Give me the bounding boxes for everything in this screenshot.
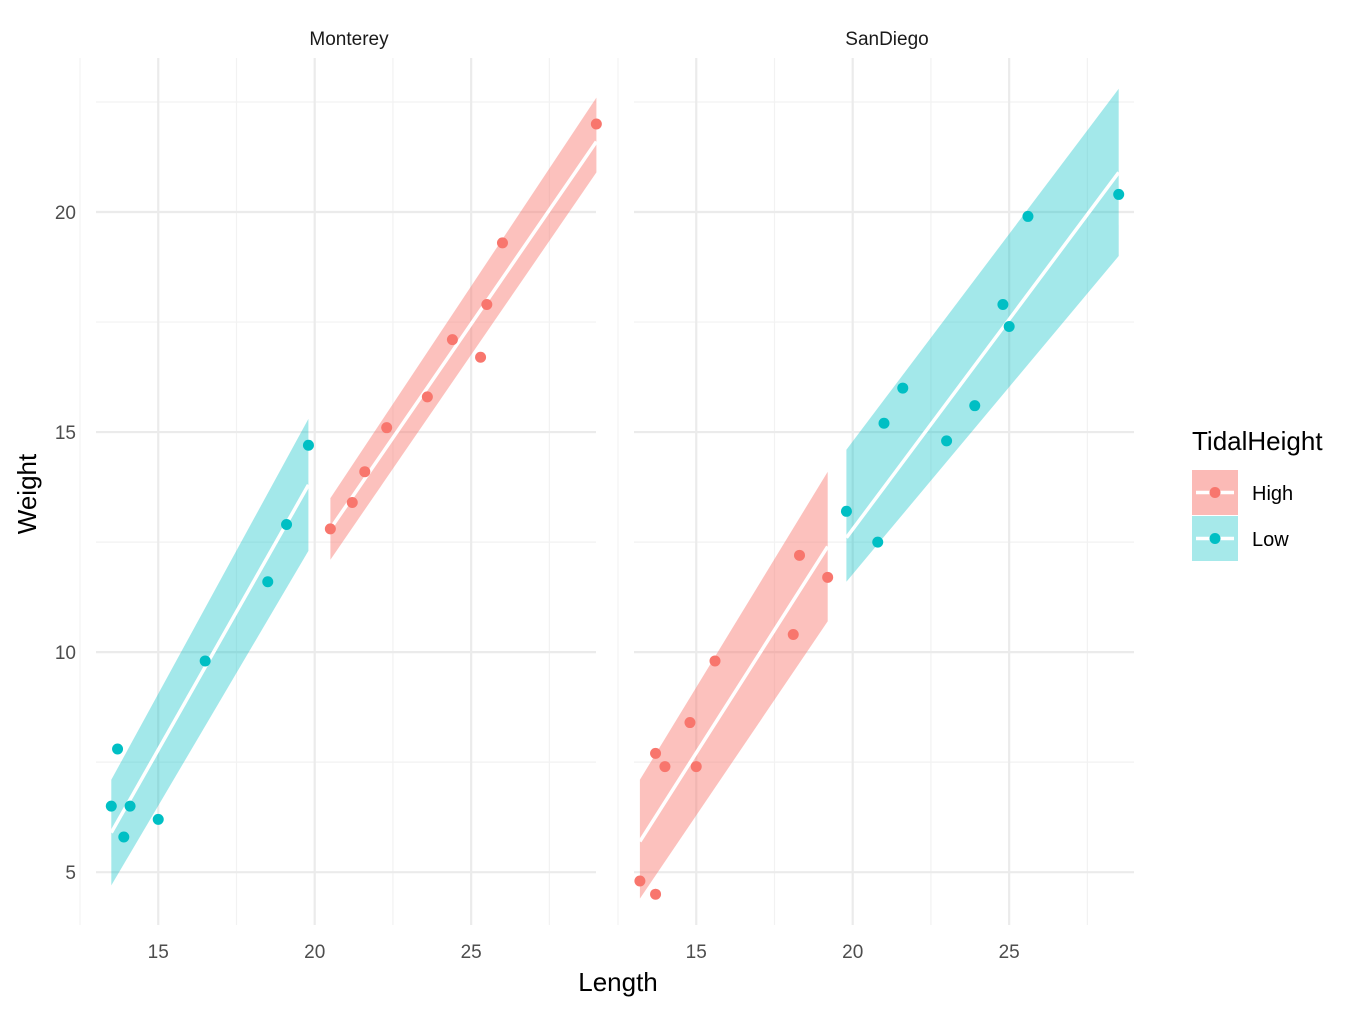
data-point-sandiego-low-21-6-16: [897, 382, 909, 394]
data-point-sandiego-low-21-15-2: [878, 417, 890, 429]
fit-line-monterey-high: [328, 140, 598, 530]
legend-key-low: [1192, 516, 1238, 561]
data-point-sandiego-low-23-9-15-6: [969, 400, 981, 412]
y-tick-label-5: 5: [65, 863, 76, 884]
fit-line-sandiego-low: [845, 171, 1121, 539]
data-point-sandiego-high-15-6-9-8: [709, 655, 721, 667]
data-point-sandiego-low-19-8-13-2: [840, 505, 852, 517]
legend-label-low: Low: [1252, 529, 1289, 551]
x-tick-label-sandiego-25: 25: [999, 942, 1020, 963]
data-point-monterey-low-15-6-2: [152, 813, 164, 825]
confidence-band-monterey-high: [330, 97, 597, 560]
data-point-monterey-high-23-6-15-8: [421, 391, 433, 403]
legend-key-high-point: [1209, 487, 1221, 498]
confidence-band-monterey-low: [111, 418, 309, 886]
facet-panel-sandiego: 15 20 25: [617, 58, 1134, 963]
data-point-sandiego-low-25-17-4: [1003, 320, 1015, 332]
data-point-monterey-high-29-22: [590, 118, 602, 130]
facet-strip-label-monterey: Monterey: [309, 29, 389, 50]
data-point-sandiego-low-28-5-20-4: [1113, 188, 1125, 200]
legend-label-high: High: [1252, 483, 1293, 505]
y-tick-label-10: 10: [55, 643, 76, 664]
x-tick-label-sandiego-15: 15: [686, 942, 707, 963]
legend-title: TidalHeight: [1192, 426, 1323, 456]
data-point-sandiego-low-24-8-17-9: [997, 298, 1009, 310]
legend-key-low-point: [1209, 533, 1221, 544]
facet-panel-monterey: 15 20 25 5 10 15 20: [55, 58, 602, 963]
data-point-monterey-low-13-7-7-8: [112, 743, 124, 755]
data-point-sandiego-high-13-7-7-7: [650, 747, 662, 759]
x-tick-label-monterey-25: 25: [461, 942, 482, 963]
data-point-sandiego-high-18-3-12-2: [794, 549, 806, 561]
data-point-monterey-high-20-5-12-8: [324, 523, 336, 535]
data-point-monterey-low-18-5-11-6: [262, 576, 274, 588]
data-point-sandiego-high-15-7-4: [690, 761, 702, 773]
data-point-monterey-high-21-6-14-1: [359, 466, 371, 478]
data-point-sandiego-low-20-8-12-5: [872, 536, 884, 548]
data-point-sandiego-low-25-6-19-9: [1022, 210, 1034, 222]
data-point-sandiego-low-23-14-8: [941, 435, 953, 447]
legend-key-high: [1192, 470, 1238, 515]
data-point-monterey-high-26-19-3: [496, 237, 508, 249]
data-point-monterey-low-19-1-12-9: [281, 519, 293, 531]
x-tick-label-monterey-20: 20: [304, 942, 325, 963]
y-axis-title: Weight: [12, 453, 42, 534]
data-point-monterey-high-24-4-17-1: [446, 334, 458, 346]
data-point-monterey-low-19-8-14-7: [302, 439, 314, 451]
fit-line-sandiego-high: [638, 545, 830, 843]
data-point-sandiego-high-13-7-4-5: [650, 888, 662, 900]
data-point-monterey-high-25-5-17-9: [481, 298, 493, 310]
y-tick-label-20: 20: [55, 203, 76, 224]
data-point-monterey-low-16-5-9-8: [199, 655, 211, 667]
y-tick-label-15: 15: [55, 423, 76, 444]
data-point-sandiego-high-18-1-10-4: [787, 629, 799, 641]
data-point-monterey-low-14-1-6-5: [124, 800, 136, 812]
data-point-sandiego-high-13-2-4-8: [634, 875, 646, 887]
x-axis-title: Length: [578, 967, 658, 997]
legend: TidalHeight High Low: [1192, 426, 1323, 561]
facet-strip-label-sandiego: SanDiego: [845, 29, 928, 50]
data-point-sandiego-high-14-8-8-4: [684, 717, 696, 729]
data-point-monterey-high-22-3-15-1: [381, 422, 393, 434]
data-point-sandiego-high-19-2-11-7: [822, 571, 834, 583]
data-point-monterey-low-13-5-6-5: [105, 800, 117, 812]
data-point-monterey-high-21-2-13-4: [346, 497, 358, 509]
x-tick-label-sandiego-20: 20: [842, 942, 863, 963]
data-point-monterey-high-25-3-16-7: [475, 351, 487, 363]
data-point-sandiego-high-14-7-4: [659, 761, 671, 773]
x-tick-label-monterey-15: 15: [148, 942, 169, 963]
confidence-band-sandiego-low: [846, 88, 1119, 582]
data-point-monterey-low-13-9-5-8: [118, 831, 130, 843]
confidence-band-sandiego-high: [639, 471, 828, 899]
